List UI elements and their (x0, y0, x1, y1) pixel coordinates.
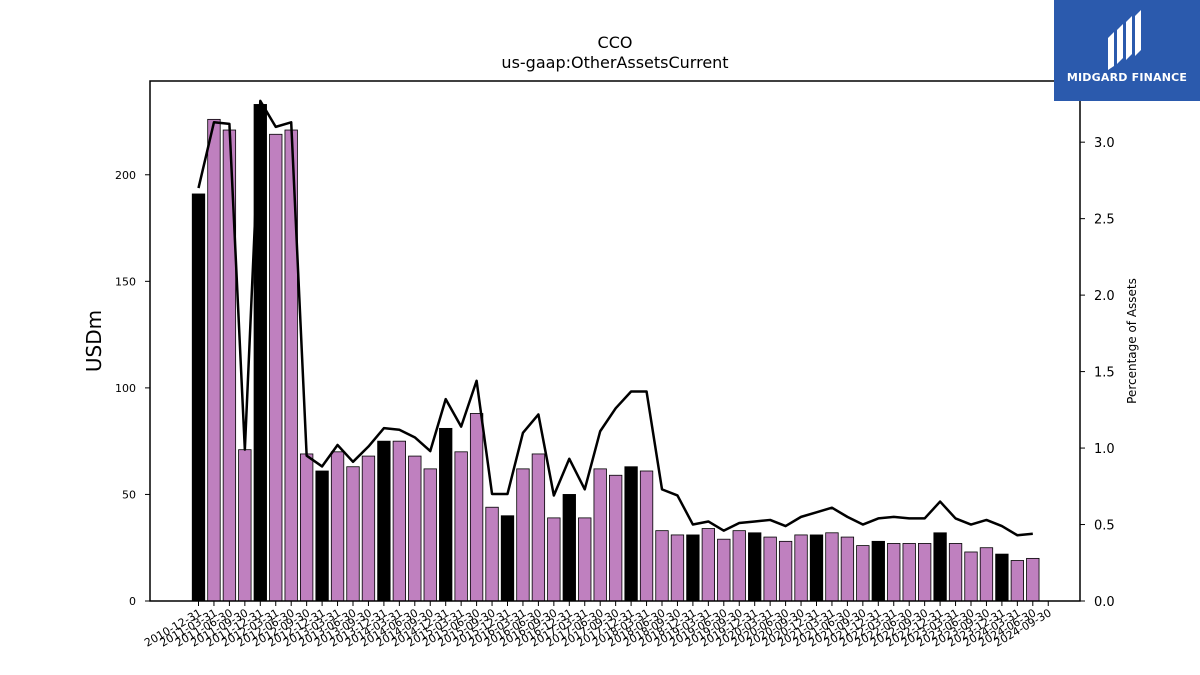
bar (794, 534, 808, 602)
y-right-tick-label: 1.5 (1094, 366, 1115, 381)
percentage-line (197, 99, 1033, 537)
logo-text: MIDGARD FINANCE (1066, 71, 1188, 84)
y-tick-label: 0 (129, 595, 136, 608)
bar (562, 494, 576, 602)
bar (948, 543, 963, 602)
bar (299, 453, 314, 602)
plot-frame (149, 80, 1081, 602)
bar (408, 455, 422, 602)
bar (346, 466, 360, 602)
bar (500, 515, 515, 602)
chart-subtitle: us-gaap:OtherAssetsCurrent (501, 53, 728, 72)
bar (964, 551, 978, 602)
bar (439, 427, 453, 602)
y-right-tick-label: 2.5 (1094, 213, 1115, 228)
bar (655, 530, 669, 602)
bar (887, 543, 901, 602)
y-right-tick-label: 0.5 (1094, 519, 1115, 534)
bar (330, 451, 345, 602)
bar (485, 506, 499, 602)
bar (717, 538, 731, 602)
midgard-finance-logo: MIDGARD FINANCE (1054, 0, 1200, 101)
y-tick-label: 200 (115, 169, 136, 182)
bar (918, 543, 932, 602)
plot-area: 0501001502000.00.51.01.52.02.53.02010-12… (115, 99, 1115, 650)
bar (207, 118, 221, 602)
y-right-tick-label: 1.0 (1094, 442, 1115, 457)
bar (609, 474, 623, 602)
bar (547, 517, 561, 602)
bar (191, 193, 206, 602)
bar (1010, 560, 1024, 602)
bar (593, 468, 607, 602)
y-axis-right-label: Percentage of Assets (1125, 278, 1139, 404)
bar (840, 536, 855, 602)
bar (238, 449, 252, 602)
bar (361, 455, 376, 602)
bar (825, 532, 839, 602)
bar (902, 543, 916, 602)
bar (469, 413, 484, 602)
bar (778, 540, 793, 602)
bar (732, 530, 746, 602)
bar (1026, 557, 1040, 602)
bar (748, 532, 762, 602)
chart-title: CCO (598, 33, 633, 52)
bar (578, 517, 592, 602)
bar (701, 528, 715, 602)
y-right-tick-label: 0.0 (1094, 595, 1115, 610)
y-right-tick-label: 2.0 (1094, 289, 1115, 304)
bar (531, 453, 546, 602)
y-tick-label: 50 (122, 488, 136, 501)
bar (639, 470, 654, 602)
logo-mark-icon (1108, 10, 1141, 70)
bar (315, 470, 329, 602)
bar (933, 532, 947, 602)
bar (269, 133, 283, 602)
bar (995, 553, 1009, 602)
bar (377, 440, 391, 602)
bar (979, 547, 994, 602)
bar (686, 534, 700, 602)
bar (392, 440, 407, 602)
bar (809, 534, 824, 602)
bar (423, 468, 437, 602)
bar (871, 540, 885, 602)
bar (670, 534, 685, 602)
bar (516, 468, 530, 602)
bar (763, 536, 777, 602)
y-axis-label: USDm (82, 310, 106, 372)
bar (856, 545, 870, 602)
y-tick-label: 100 (115, 382, 136, 395)
y-right-tick-label: 3.0 (1094, 136, 1115, 151)
bar (624, 466, 638, 602)
bar (454, 451, 468, 602)
y-tick-label: 150 (115, 275, 136, 288)
